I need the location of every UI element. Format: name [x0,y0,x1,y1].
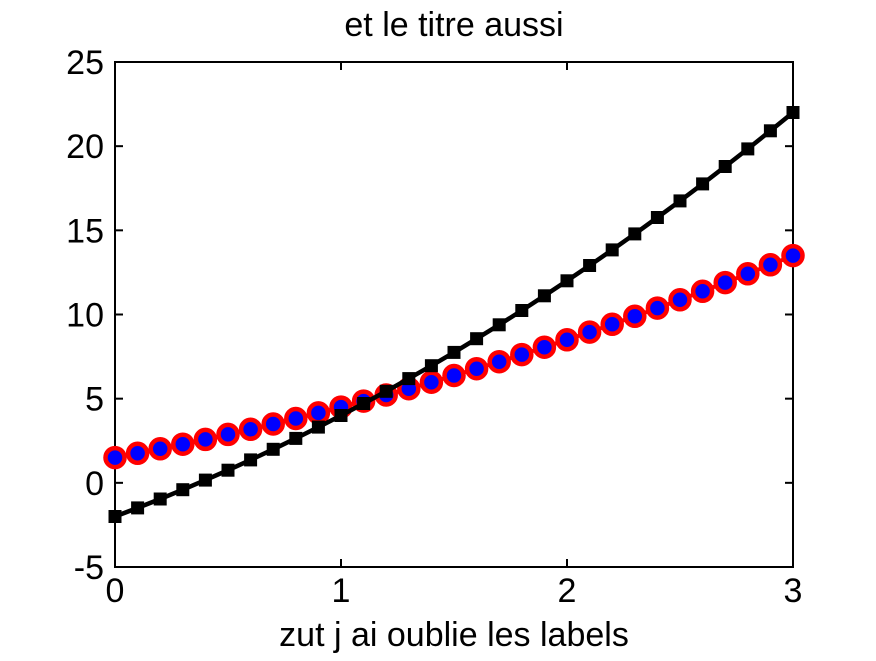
circle-marker [261,412,285,436]
square-marker [244,453,258,467]
chart-title: et le titre aussi [344,6,563,44]
square-marker [583,259,597,272]
circle-marker [125,441,150,466]
square-marker [650,211,664,224]
square-marker [515,304,529,317]
x-tick-label: 3 [784,572,803,610]
circle-marker [781,243,805,268]
y-tick-label: 20 [66,128,104,166]
square-marker [696,177,710,191]
square-marker [763,124,777,138]
circle-marker [600,312,624,337]
circle-marker [713,270,737,295]
square-marker [447,345,461,359]
square-marker [379,384,393,398]
circle-marker [555,328,579,352]
y-tick-label: 10 [66,297,104,335]
circle-marker [306,401,331,425]
circle-marker [577,320,602,344]
square-marker [198,473,212,487]
y-tick-label: 25 [66,44,104,82]
circle-marker [623,304,647,329]
circle-marker [148,437,172,461]
square-marker [718,160,732,173]
circle-marker [645,296,670,320]
square-marker [786,106,800,119]
square-marker [673,194,687,208]
square-marker [153,492,167,506]
y-tick-label: 5 [85,381,104,419]
x-tick-label: 2 [558,572,577,610]
axes-box [114,61,794,568]
square-marker [221,463,235,477]
circle-marker [668,288,692,312]
square-marker [492,318,506,332]
square-marker [741,142,755,156]
circle-marker [464,356,489,381]
square-marker [357,397,371,410]
square-marker [289,431,303,445]
square-marker [470,332,484,346]
square-marker [424,359,438,373]
circle-marker [532,335,557,359]
square-marker [131,501,145,515]
square-marker [628,227,642,241]
x-axis-label: zut j ai oublie les labels [279,616,629,654]
square-marker [108,510,122,523]
circle-marker [487,349,511,374]
y-tick-label: 15 [66,212,104,250]
circle-marker [238,417,263,442]
square-marker [334,409,348,422]
square-marker [402,372,416,386]
circle-marker [510,342,534,367]
black-squares-series-line [112,110,796,519]
circle-marker [419,370,444,394]
circle-marker [736,262,760,286]
square-marker [176,483,190,497]
square-marker [537,289,551,303]
circle-marker [442,363,466,388]
circle-marker [103,445,127,470]
circle-marker [193,427,218,452]
x-tick-label: 1 [332,572,351,610]
circle-marker [758,253,783,277]
y-tick-label: -5 [74,549,104,587]
x-tick-label: 0 [106,572,125,610]
circle-marker [690,279,715,304]
square-marker [311,420,325,434]
square-marker [266,442,280,456]
circle-marker [171,432,195,456]
square-marker [605,243,619,257]
square-marker [560,274,574,288]
circle-marker [216,422,240,447]
y-tick-label: 0 [85,465,104,503]
circle-marker [284,406,308,431]
